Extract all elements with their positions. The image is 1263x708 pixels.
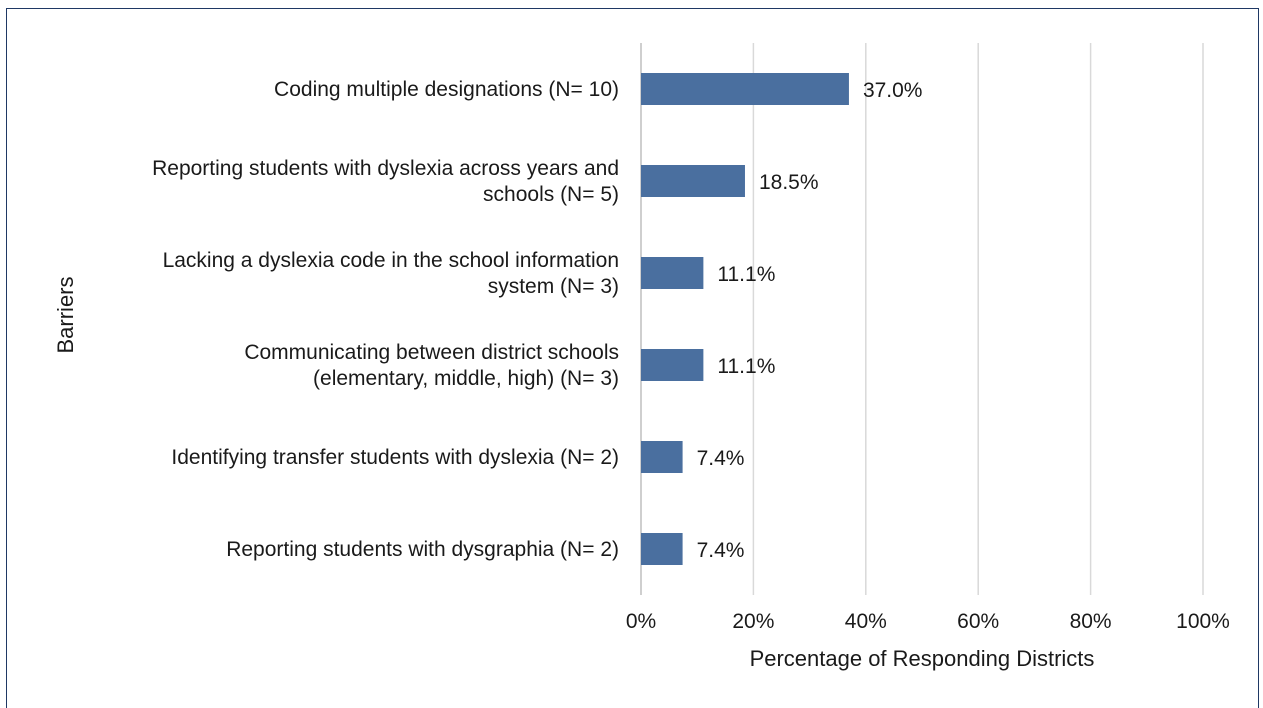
data-label: 7.4% xyxy=(697,539,745,562)
data-label: 11.1% xyxy=(717,355,775,378)
data-label: 37.0% xyxy=(863,79,923,102)
data-label: 7.4% xyxy=(697,447,745,470)
bar xyxy=(641,533,683,565)
category-label: Reporting students with dyslexia across … xyxy=(152,157,619,206)
y-axis-title: Barriers xyxy=(53,276,78,353)
bar xyxy=(641,257,704,289)
chart-frame xyxy=(6,8,1259,708)
x-tick-label: 40% xyxy=(845,610,887,633)
category-labels: Coding multiple designations (N= 10) Repo… xyxy=(152,78,619,561)
data-label: 18.5% xyxy=(759,171,819,194)
bar xyxy=(641,165,745,197)
bar xyxy=(641,441,683,473)
bars xyxy=(641,73,849,565)
category-label: Coding multiple designations (N= 10) xyxy=(274,78,619,101)
x-axis-title: Percentage of Responding Districts xyxy=(750,646,1095,671)
category-label: Lacking a dyslexia code in the school in… xyxy=(163,249,619,298)
category-label: Identifying transfer students with dysle… xyxy=(171,446,619,469)
x-tick-label: 20% xyxy=(732,610,774,633)
gridlines xyxy=(640,43,1204,595)
category-label: Communicating between district schools (e… xyxy=(244,341,619,390)
data-label: 11.1% xyxy=(717,263,775,286)
x-tick-label: 100% xyxy=(1176,610,1230,633)
x-tick-label: 80% xyxy=(1070,610,1112,633)
value-labels: 37.0% 18.5% 11.1% 11.1% 7.4% 7.4% xyxy=(697,79,923,562)
category-label: Reporting students with dysgraphia (N= 2… xyxy=(226,538,619,561)
x-tick-label: 60% xyxy=(957,610,999,633)
x-tick-labels: 0% 20% 40% 60% 80% 100% xyxy=(626,610,1230,633)
bar xyxy=(641,349,704,381)
bar xyxy=(641,73,849,105)
x-tick-label: 0% xyxy=(626,610,656,633)
